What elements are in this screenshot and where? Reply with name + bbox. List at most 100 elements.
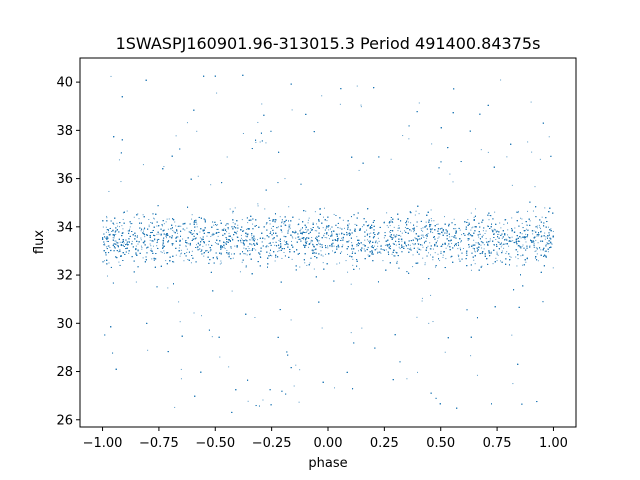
data-point (499, 260, 501, 262)
data-point (253, 248, 255, 250)
data-point (175, 225, 177, 227)
data-point (331, 235, 333, 237)
data-point (232, 212, 234, 214)
data-point (401, 232, 403, 234)
data-point (153, 218, 155, 220)
data-point (415, 210, 417, 212)
data-point (291, 236, 293, 238)
data-point (220, 262, 222, 264)
data-point (187, 259, 189, 261)
data-point (540, 249, 542, 251)
data-point (521, 222, 523, 224)
data-point (470, 269, 472, 271)
data-point (404, 230, 406, 232)
data-point (279, 216, 281, 218)
data-point (213, 224, 215, 226)
data-point (500, 79, 502, 81)
data-point (228, 254, 230, 256)
data-point (497, 254, 499, 256)
data-point (338, 237, 340, 239)
data-point (493, 244, 495, 246)
data-point (216, 228, 218, 230)
data-point (106, 275, 108, 277)
data-point (461, 234, 463, 236)
data-point (181, 252, 183, 254)
data-point (269, 223, 271, 225)
data-point (122, 228, 124, 230)
data-point (265, 142, 267, 144)
data-point (468, 222, 470, 224)
data-point (290, 319, 292, 321)
data-point (288, 226, 290, 228)
data-point (312, 222, 314, 224)
data-point (368, 224, 370, 226)
data-point (547, 235, 549, 237)
data-point (247, 222, 249, 224)
data-point (447, 245, 449, 247)
data-point (320, 250, 322, 252)
data-point (307, 246, 309, 248)
data-point (257, 121, 259, 123)
data-point (375, 240, 377, 242)
data-point (140, 230, 142, 232)
data-point (104, 244, 106, 246)
data-point (180, 368, 182, 370)
data-point (500, 246, 502, 248)
data-point (269, 252, 271, 254)
data-point (307, 222, 309, 224)
data-point (540, 228, 541, 230)
data-point (131, 223, 133, 225)
data-point (160, 251, 162, 253)
data-point (150, 245, 152, 247)
data-point (458, 256, 459, 258)
data-point (380, 244, 382, 246)
data-point (205, 244, 207, 246)
data-point (387, 245, 389, 247)
data-point (552, 267, 554, 269)
data-point (114, 240, 116, 242)
data-point (283, 240, 285, 242)
data-point (347, 271, 349, 273)
data-point (112, 237, 114, 239)
data-point (266, 245, 268, 246)
data-point (410, 230, 412, 232)
data-point (268, 242, 270, 244)
data-point (102, 226, 104, 228)
data-point (128, 241, 130, 243)
data-point (400, 230, 402, 232)
data-point (257, 239, 259, 241)
data-point (548, 239, 550, 241)
data-point (314, 230, 316, 232)
data-points (102, 74, 554, 413)
data-point (424, 241, 426, 243)
data-point (163, 250, 165, 252)
data-point (115, 233, 117, 235)
data-point (178, 301, 180, 303)
data-point (278, 240, 280, 242)
data-point (196, 247, 198, 249)
data-point (367, 254, 369, 256)
data-point (544, 250, 546, 252)
data-point (229, 208, 231, 210)
data-point (530, 240, 532, 242)
data-point (437, 240, 438, 242)
data-point (412, 254, 414, 256)
data-point (424, 262, 426, 264)
data-point (473, 239, 475, 241)
data-point (206, 235, 208, 237)
data-point (422, 227, 424, 229)
data-point (311, 249, 313, 251)
data-point (380, 252, 382, 254)
data-point (236, 230, 238, 232)
data-point (370, 246, 372, 248)
data-point (529, 220, 531, 222)
data-point (227, 228, 229, 230)
data-point (532, 240, 534, 242)
data-point (281, 257, 283, 259)
data-point (237, 224, 239, 226)
data-point (420, 234, 422, 236)
data-point (529, 245, 531, 247)
data-point (446, 232, 448, 234)
data-point (281, 231, 283, 233)
